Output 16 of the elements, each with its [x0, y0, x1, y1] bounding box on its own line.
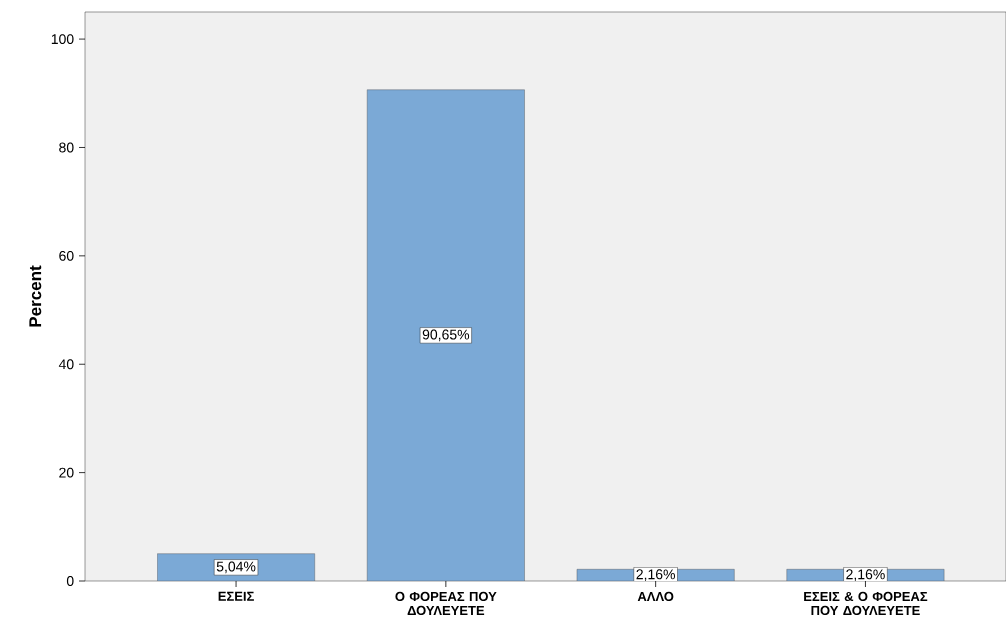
y-tick-label: 20 — [59, 467, 74, 478]
x-tick-label: ΕΣΕΙΣ — [218, 591, 254, 601]
bar — [366, 89, 525, 581]
y-axis-title: Percent — [29, 265, 42, 327]
y-tick-label: 100 — [51, 34, 74, 45]
data-label: 2,16% — [846, 569, 885, 581]
y-tick-label: 0 — [66, 576, 74, 586]
y-tick-label: 80 — [59, 142, 74, 153]
x-tick-label: Ο ΦΟΡΕΑΣ ΠΟΥ ΔΟΥΛΕΥΕΤΕ — [395, 591, 497, 616]
x-tick-label: ΕΣΕΙΣ & Ο ΦΟΡΕΑΣ ΠΟΥ ΔΟΥΛΕΥΕΤΕ — [804, 591, 928, 616]
y-tick-label: 40 — [58, 359, 74, 370]
x-tick-label: ΑΛΛΟ — [637, 591, 674, 602]
data-label: 2,16% — [636, 569, 675, 581]
data-label: 90,65% — [422, 329, 470, 342]
data-label: 5,04% — [216, 561, 256, 574]
y-tick-label: 60 — [59, 250, 74, 261]
